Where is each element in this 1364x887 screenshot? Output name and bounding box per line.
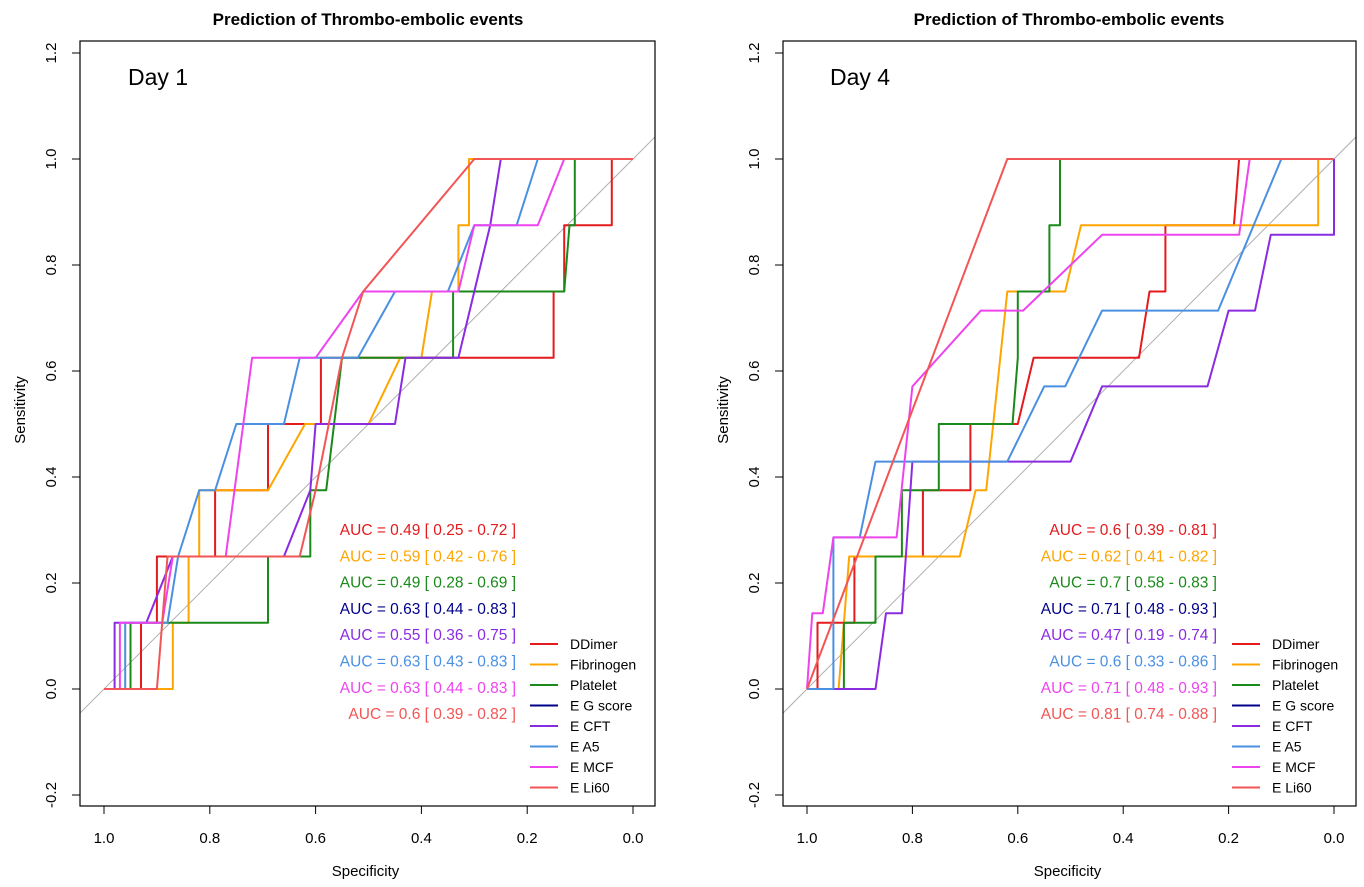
auc-label-platelet: AUC = 0.49 [ 0.28 - 0.69 ]: [340, 575, 516, 592]
chart-title: Prediction of Thrombo-embolic events: [213, 10, 524, 29]
legend-label: E G score: [570, 698, 632, 714]
auc-label-e-g-score: AUC = 0.63 [ 0.44 - 0.83 ]: [340, 601, 516, 618]
legend-label: E CFT: [1272, 718, 1313, 734]
y-axis-label: Sensitivity: [715, 376, 732, 444]
y-tick-label: 0.8: [746, 255, 763, 276]
y-tick-label: 0.6: [43, 361, 60, 382]
x-tick-label: 0.2: [517, 830, 538, 847]
y-tick-label: 0.4: [43, 467, 60, 488]
series-line-platelet: [807, 158, 1334, 690]
chart-title: Prediction of Thrombo-embolic events: [914, 10, 1225, 29]
plot-frame: [782, 40, 1357, 807]
x-axis-label: Specificity: [332, 863, 400, 880]
x-tick-label: 0.8: [199, 830, 220, 847]
plot-frame: [79, 40, 656, 807]
chart-panel-1: Prediction of Thrombo-embolic events 1.0 0…: [12, 10, 656, 880]
y-tick-label: 1.0: [43, 149, 60, 170]
x-tick-label: 1.0: [797, 830, 818, 847]
auc-label-e-mcf: AUC = 0.71 [ 0.48 - 0.93 ]: [1041, 680, 1217, 697]
y-tick-label: -0.2: [43, 782, 60, 808]
y-tick-label: 0.0: [43, 679, 60, 700]
y-tick-label: 0.2: [746, 573, 763, 594]
x-tick-label: 0.6: [305, 830, 326, 847]
auc-label-e-mcf: AUC = 0.63 [ 0.44 - 0.83 ]: [340, 680, 516, 697]
series-line-e-mcf: [104, 158, 633, 690]
legend-label: Fibrinogen: [1272, 657, 1338, 673]
legend-label: E MCF: [1272, 759, 1316, 775]
auc-label-fibrinogen: AUC = 0.59 [ 0.42 - 0.76 ]: [340, 548, 516, 565]
auc-label-e-cft: AUC = 0.55 [ 0.36 - 0.75 ]: [340, 627, 516, 644]
legend-label: DDimer: [570, 636, 618, 652]
legend-label: E G score: [1272, 698, 1334, 714]
series-line-e-mcf: [806, 158, 1334, 690]
series-line-e-cft: [807, 159, 1335, 690]
auc-label-e-g-score: AUC = 0.71 [ 0.48 - 0.93 ]: [1041, 601, 1217, 618]
y-tick-label: -0.2: [746, 782, 763, 808]
auc-label-e-li60: AUC = 0.81 [ 0.74 - 0.88 ]: [1041, 706, 1217, 723]
legend-label: Fibrinogen: [570, 657, 636, 673]
legend-label: E MCF: [570, 759, 614, 775]
x-tick-label: 0.2: [1218, 830, 1239, 847]
legend-label: E A5: [570, 739, 600, 755]
reference-diagonal: [783, 136, 1356, 714]
x-tick-label: 0.6: [1007, 830, 1028, 847]
series-line-e-a5: [807, 158, 1334, 690]
y-tick-label: 1.2: [43, 43, 60, 64]
y-axis-label: Sensitivity: [12, 376, 29, 444]
auc-label-platelet: AUC = 0.7 [ 0.58 - 0.83 ]: [1049, 575, 1217, 592]
x-tick-label: 0.8: [902, 830, 923, 847]
auc-label-e-a5: AUC = 0.6 [ 0.33 - 0.86 ]: [1049, 654, 1217, 671]
legend: DDimer Fibrinogen Platelet E G score E CFT E …: [530, 636, 636, 796]
y-tick-label: 0.4: [746, 467, 763, 488]
x-axis-label: Specificity: [1034, 863, 1102, 880]
chart-panel-2: Prediction of Thrombo-embolic events 1.0 0…: [715, 10, 1357, 880]
x-tick-label: 0.4: [1113, 830, 1134, 847]
series-line-e-li60: [806, 158, 1334, 690]
y-tick-label: 0.8: [43, 255, 60, 276]
legend: DDimer Fibrinogen Platelet E G score E CFT E …: [1232, 636, 1338, 796]
auc-label-ddimer: AUC = 0.6 [ 0.39 - 0.81 ]: [1049, 522, 1217, 539]
series-line-e-li60: [104, 158, 633, 690]
auc-label-e-li60: AUC = 0.6 [ 0.39 - 0.82 ]: [348, 706, 516, 723]
x-tick-label: 0.0: [623, 830, 644, 847]
legend-label: E A5: [1272, 739, 1302, 755]
panel-label: Day 4: [830, 64, 890, 90]
y-tick-label: 0.6: [746, 361, 763, 382]
y-tick-label: 1.0: [746, 149, 763, 170]
panel-label: Day 1: [128, 64, 188, 90]
legend-label: DDimer: [1272, 636, 1320, 652]
auc-label-ddimer: AUC = 0.49 [ 0.25 - 0.72 ]: [340, 522, 516, 539]
legend-label: Platelet: [1272, 677, 1319, 693]
auc-label-e-a5: AUC = 0.63 [ 0.43 - 0.83 ]: [340, 654, 516, 671]
y-tick-label: 0.2: [43, 573, 60, 594]
x-tick-label: 0.0: [1324, 830, 1345, 847]
legend-label: E Li60: [1272, 780, 1312, 796]
legend-label: E Li60: [570, 780, 610, 796]
series-line-fibrinogen: [807, 158, 1334, 690]
y-tick-label: 1.2: [746, 43, 763, 64]
legend-label: E CFT: [570, 718, 611, 734]
x-tick-label: 1.0: [94, 830, 115, 847]
auc-label-fibrinogen: AUC = 0.62 [ 0.41 - 0.82 ]: [1041, 548, 1217, 565]
legend-label: Platelet: [570, 677, 617, 693]
x-tick-label: 0.4: [411, 830, 432, 847]
y-tick-label: 0.0: [746, 679, 763, 700]
auc-label-e-cft: AUC = 0.47 [ 0.19 - 0.74 ]: [1041, 627, 1217, 644]
